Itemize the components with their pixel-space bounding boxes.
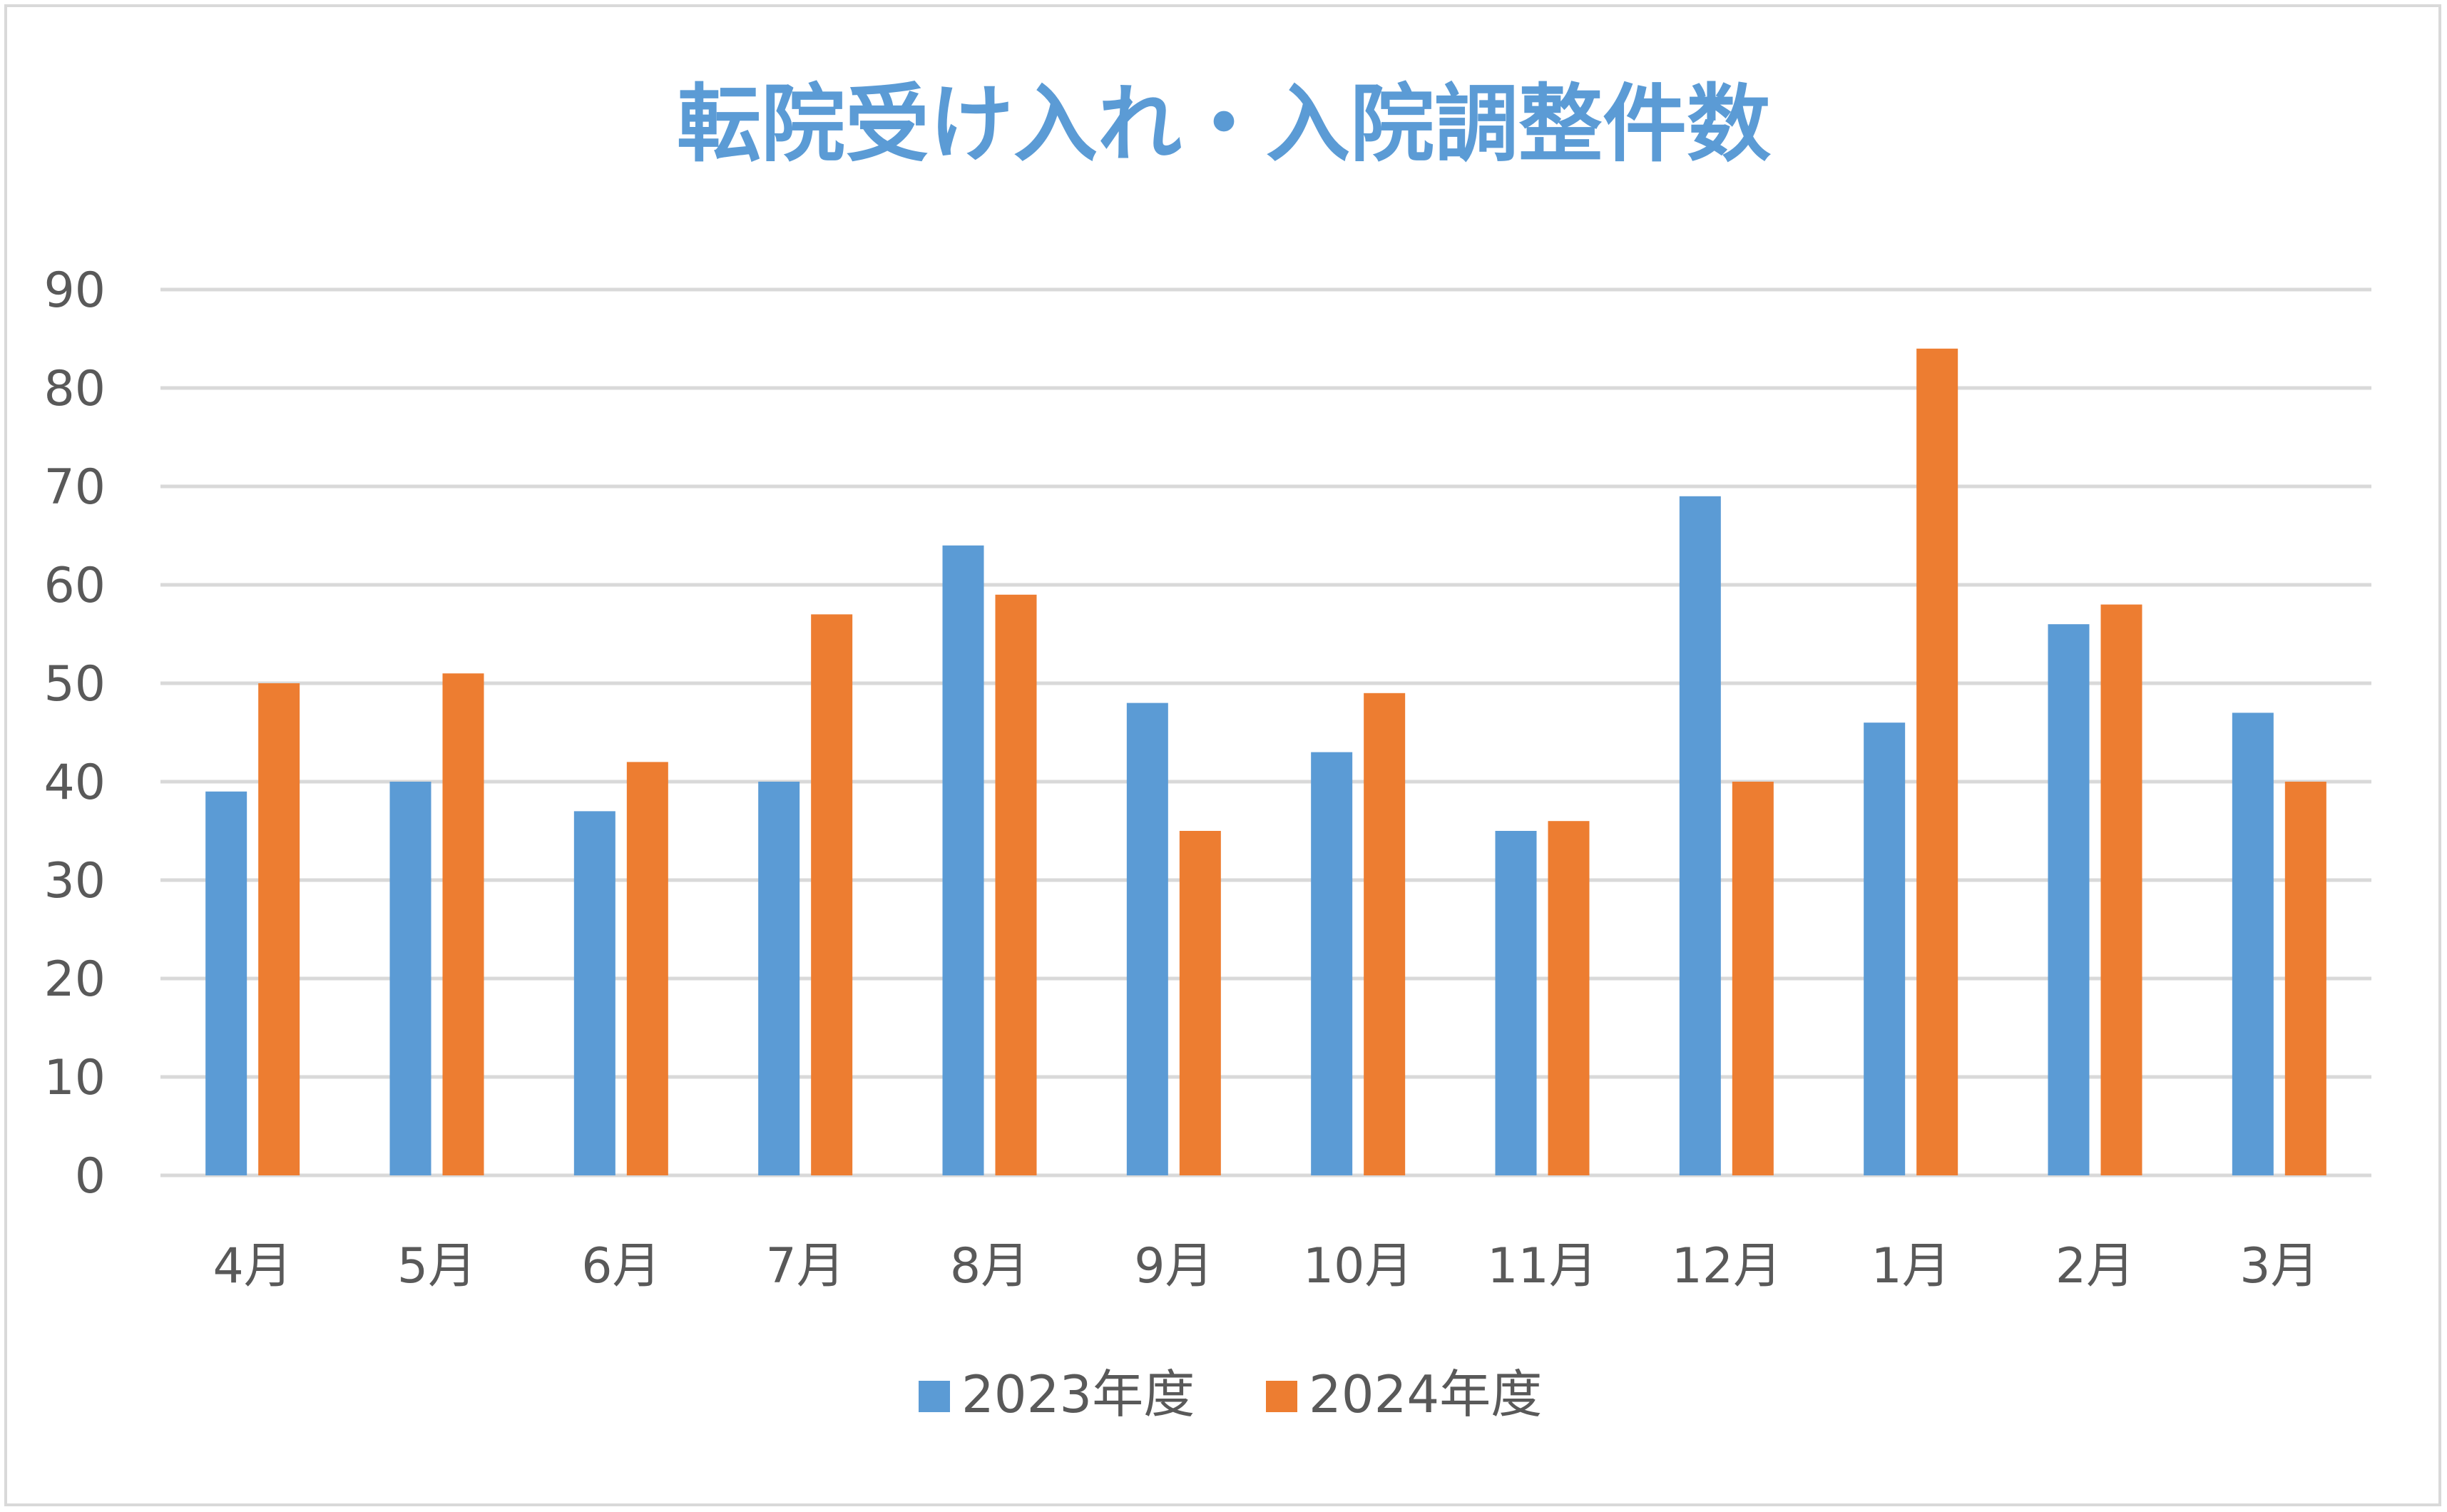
bar-series-2 <box>1364 693 1406 1175</box>
bar-series-1 <box>1311 752 1353 1175</box>
x-tick-label: 1月 <box>1871 1238 1951 1294</box>
bar-series-1 <box>205 791 247 1175</box>
bar-series-2 <box>2100 604 2142 1175</box>
bar-series-1 <box>389 782 431 1175</box>
legend: 2023年度 2024年度 <box>919 1364 1542 1424</box>
y-tick-label: 70 <box>44 459 106 516</box>
bars <box>205 348 2326 1175</box>
x-tick-label: 9月 <box>1134 1238 1213 1294</box>
bar-series-1 <box>1864 722 1906 1175</box>
legend-label: 2023年度 <box>961 1364 1195 1424</box>
x-axis-ticks: 4月 5月 6月 7月 8月 9月 10月 11月 12月 1月 2月 3月 <box>213 1238 2319 1294</box>
x-tick-label: 7月 <box>766 1238 845 1294</box>
bar-series-1 <box>2048 624 2090 1175</box>
x-tick-label: 8月 <box>950 1238 1029 1294</box>
x-tick-label: 5月 <box>397 1238 476 1294</box>
bar-series-2 <box>442 673 484 1175</box>
x-tick-label: 6月 <box>581 1238 660 1294</box>
y-tick-label: 40 <box>44 755 106 811</box>
x-tick-label: 2月 <box>2055 1238 2135 1294</box>
y-tick-label: 50 <box>44 656 106 712</box>
bar-series-1 <box>1126 703 1168 1175</box>
legend-label: 2024年度 <box>1309 1364 1542 1424</box>
bar-series-1 <box>2232 712 2274 1175</box>
chart-frame <box>4 4 2441 1506</box>
y-tick-label: 20 <box>44 951 106 1008</box>
bar-series-2 <box>1916 348 1958 1175</box>
chart-title: 転院受け入れ・入院調整件数 <box>677 75 1771 173</box>
y-tick-label: 60 <box>44 558 106 614</box>
y-tick-label: 0 <box>75 1148 106 1205</box>
bar-series-2 <box>1179 831 1221 1175</box>
bar-series-1 <box>1495 831 1537 1175</box>
x-tick-label: 11月 <box>1487 1238 1598 1294</box>
bar-series-2 <box>258 683 300 1175</box>
legend-swatch <box>919 1381 950 1412</box>
bar-series-2 <box>995 594 1037 1175</box>
bar-series-2 <box>1548 821 1590 1175</box>
bar-series-1 <box>942 545 984 1175</box>
x-tick-label: 3月 <box>2239 1238 2319 1294</box>
y-tick-label: 10 <box>44 1050 106 1106</box>
x-tick-label: 10月 <box>1303 1238 1414 1294</box>
y-tick-label: 30 <box>44 853 106 909</box>
gridlines <box>160 287 2371 1178</box>
bar-series-2 <box>2284 782 2326 1175</box>
bar-series-1 <box>1679 496 1721 1175</box>
x-tick-label: 12月 <box>1672 1238 1782 1294</box>
bar-series-2 <box>811 614 853 1175</box>
bar-series-1 <box>573 811 615 1175</box>
y-tick-label: 90 <box>44 262 106 319</box>
bar-series-2 <box>1732 782 1774 1175</box>
bar-series-1 <box>758 782 800 1175</box>
y-axis-ticks: 0 10 20 30 40 50 60 70 80 90 <box>44 262 106 1205</box>
bar-series-2 <box>626 762 668 1175</box>
x-tick-label: 4月 <box>213 1238 292 1294</box>
y-tick-label: 80 <box>44 361 106 417</box>
legend-swatch <box>1266 1381 1297 1412</box>
